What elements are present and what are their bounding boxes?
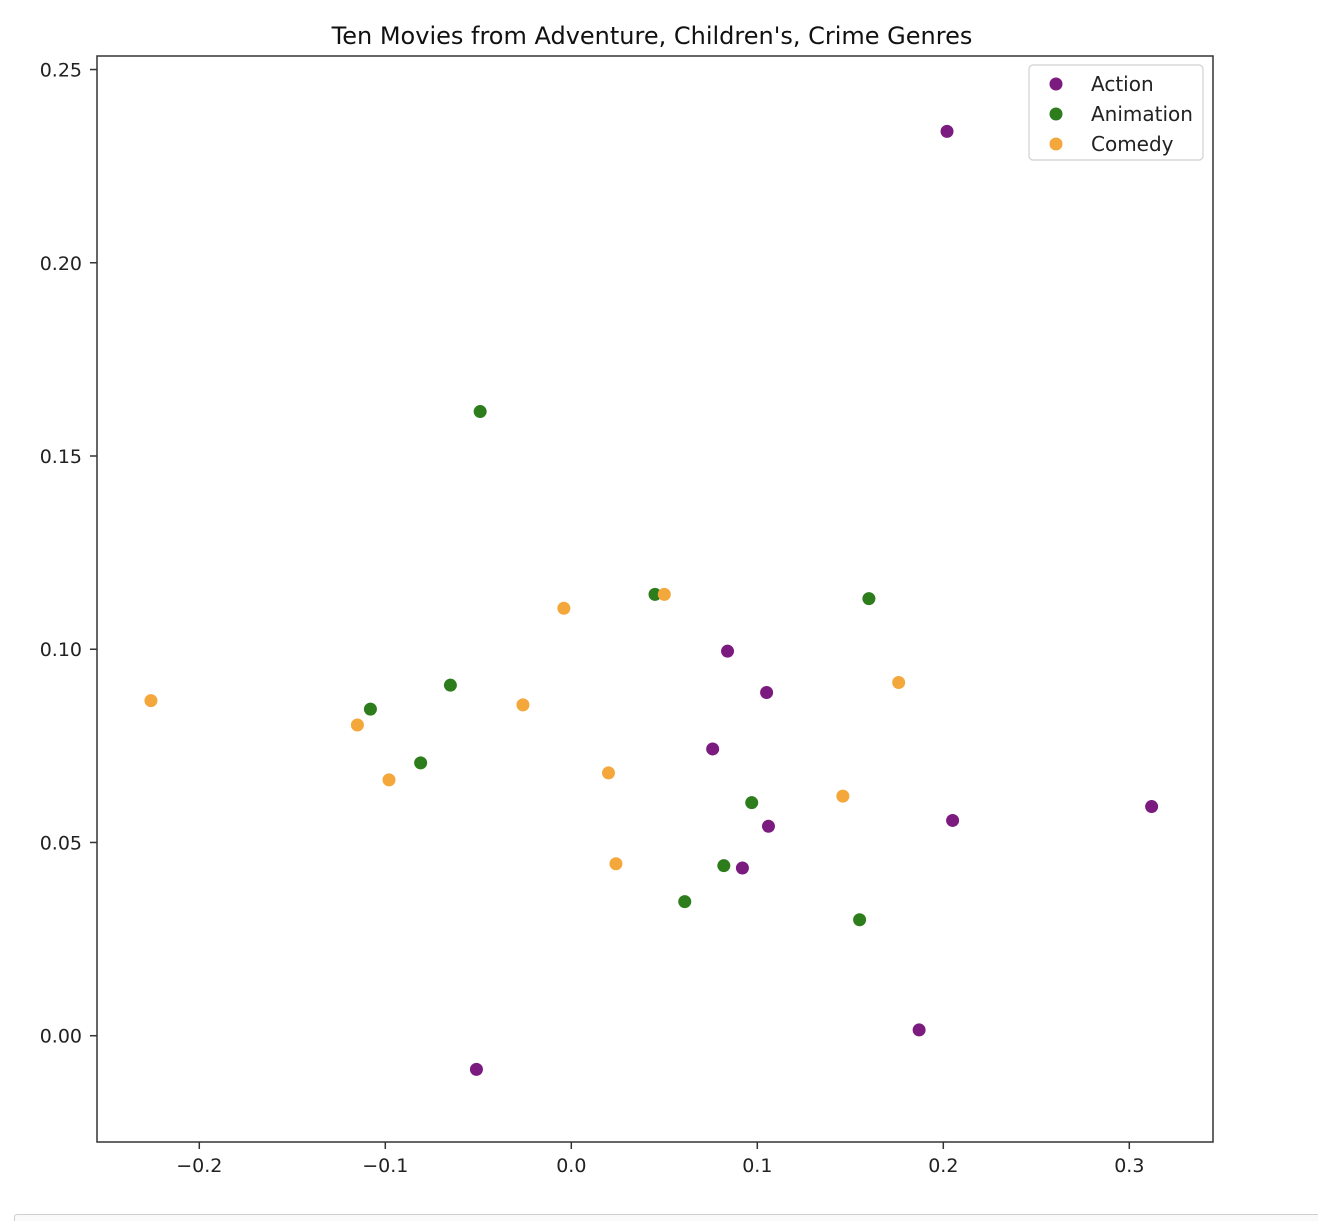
point-action bbox=[469, 1062, 483, 1076]
point-comedy bbox=[350, 718, 364, 732]
point-animation bbox=[414, 756, 428, 770]
legend-marker-animation bbox=[1049, 107, 1063, 121]
point-action bbox=[706, 742, 720, 756]
legend-label-animation: Animation bbox=[1091, 102, 1193, 126]
point-animation bbox=[363, 702, 377, 716]
point-action bbox=[721, 644, 735, 658]
point-comedy bbox=[657, 587, 671, 601]
y-tick-label: 0.00 bbox=[40, 1026, 82, 1048]
legend: Action Animation Comedy bbox=[1028, 64, 1204, 161]
point-action bbox=[1145, 800, 1159, 814]
point-action bbox=[912, 1023, 926, 1037]
point-animation bbox=[648, 587, 662, 601]
x-tick-label: 0.3 bbox=[1114, 1155, 1144, 1177]
point-action bbox=[940, 124, 954, 138]
point-animation bbox=[443, 678, 457, 692]
point-comedy bbox=[609, 857, 623, 871]
point-action bbox=[946, 813, 960, 827]
y-axis: 0.00 0.05 0.10 0.15 0.20 0.25 bbox=[40, 60, 97, 1048]
point-animation bbox=[862, 592, 876, 606]
point-comedy bbox=[892, 675, 906, 689]
point-animation bbox=[473, 405, 487, 419]
point-comedy bbox=[602, 766, 615, 780]
point-action bbox=[760, 686, 774, 700]
point-animation bbox=[853, 913, 867, 927]
chart-title: Ten Movies from Adventure, Children's, C… bbox=[331, 22, 973, 50]
y-tick-label: 0.15 bbox=[40, 446, 82, 468]
point-animation bbox=[678, 895, 692, 909]
y-tick-label: 0.05 bbox=[40, 832, 82, 854]
legend-marker-comedy bbox=[1049, 137, 1063, 151]
point-action bbox=[761, 819, 775, 833]
x-tick-label: 0.0 bbox=[556, 1155, 586, 1177]
x-tick-label: −0.2 bbox=[176, 1155, 222, 1177]
point-animation bbox=[745, 796, 759, 810]
y-tick-label: 0.20 bbox=[40, 253, 82, 275]
data-points bbox=[144, 124, 1159, 1076]
y-tick-label: 0.25 bbox=[40, 60, 82, 82]
legend-box bbox=[1028, 64, 1204, 161]
plot-area-frame bbox=[96, 55, 1214, 1143]
legend-marker-action bbox=[1049, 77, 1063, 91]
next-cell-edge bbox=[14, 1214, 1318, 1221]
point-comedy bbox=[836, 789, 850, 803]
point-animation bbox=[717, 859, 731, 873]
x-axis: −0.2 −0.1 0.0 0.1 0.2 0.3 bbox=[176, 1142, 1144, 1177]
point-comedy bbox=[382, 773, 396, 787]
point-action bbox=[735, 861, 749, 875]
x-tick-label: −0.1 bbox=[362, 1155, 408, 1177]
legend-label-action: Action bbox=[1091, 72, 1154, 96]
y-tick-label: 0.10 bbox=[40, 639, 82, 661]
point-comedy bbox=[144, 694, 158, 708]
x-tick-label: 0.2 bbox=[928, 1155, 958, 1177]
x-tick-label: 0.1 bbox=[742, 1155, 772, 1177]
legend-label-comedy: Comedy bbox=[1091, 132, 1174, 156]
point-comedy bbox=[516, 698, 530, 712]
point-comedy bbox=[557, 601, 571, 615]
